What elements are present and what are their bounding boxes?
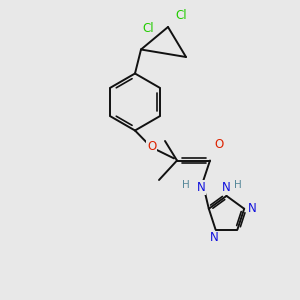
Text: O: O [147, 140, 156, 154]
Text: N: N [196, 181, 206, 194]
Text: O: O [214, 137, 224, 151]
Text: H: H [234, 179, 242, 190]
Text: N: N [210, 231, 218, 244]
Text: N: N [248, 202, 257, 215]
Text: Cl: Cl [143, 22, 154, 35]
Text: N: N [222, 181, 231, 194]
Text: H: H [182, 180, 189, 190]
Text: Cl: Cl [176, 9, 187, 22]
